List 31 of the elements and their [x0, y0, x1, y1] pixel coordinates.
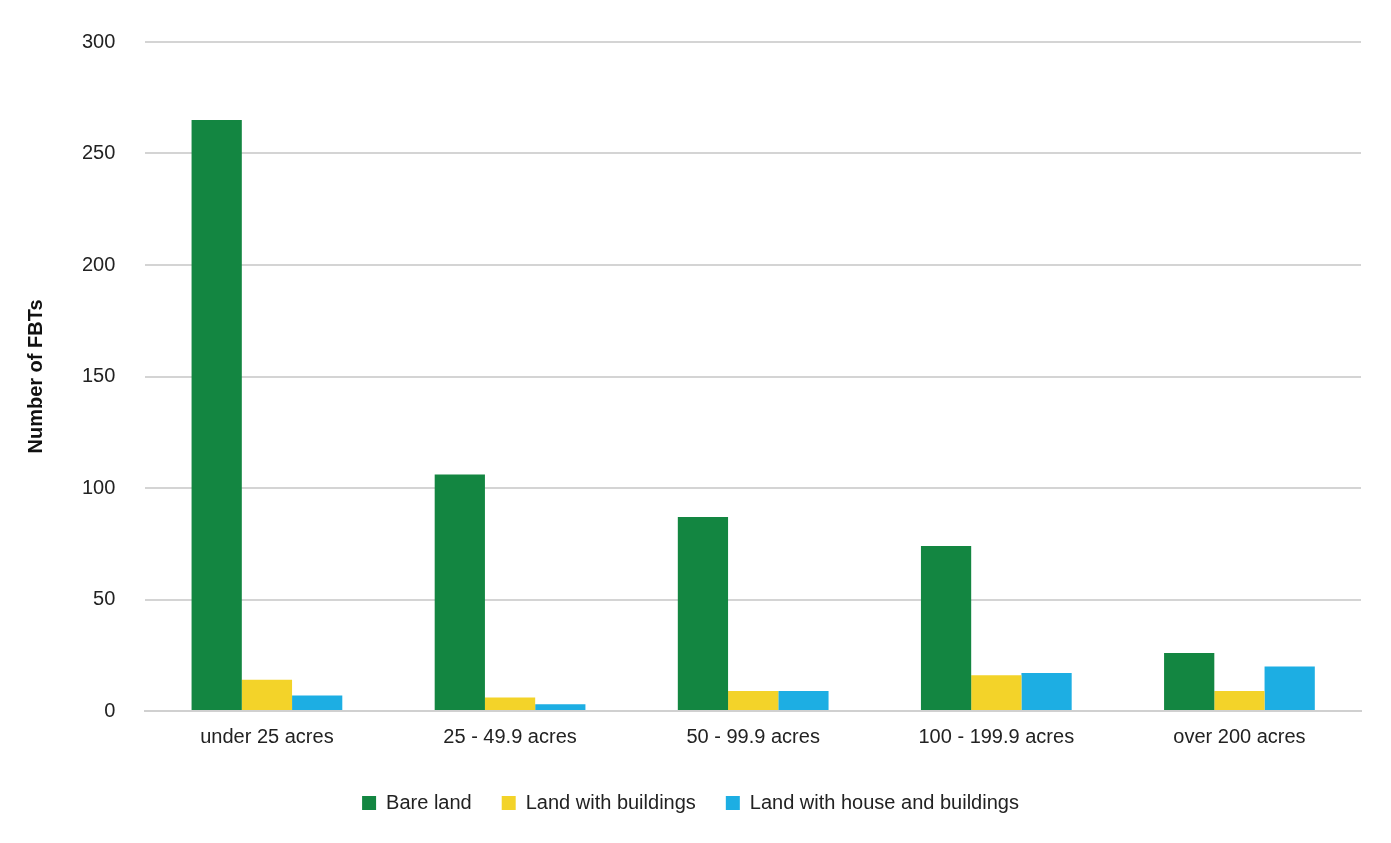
bar [971, 675, 1022, 710]
y-tick-label: 150 [81, 364, 116, 387]
bar [434, 474, 485, 710]
bar [535, 704, 586, 710]
y-tick-label: 100 [81, 475, 116, 498]
bar [292, 695, 343, 710]
bar [1021, 673, 1072, 710]
bar [677, 516, 729, 710]
y-axis-title: Number of FBTs [23, 299, 46, 454]
x-tick-label: 100 - 199.9 acres [918, 724, 1075, 747]
bar [191, 120, 242, 710]
legend-label: Land with buildings [525, 790, 696, 813]
y-tick-label: 50 [93, 587, 116, 610]
y-tick-label: 250 [81, 141, 116, 164]
x-tick-label: over 200 acres [1173, 724, 1306, 747]
bar [241, 679, 293, 710]
bar [484, 697, 536, 710]
bar [778, 690, 829, 710]
x-tick-label: 50 - 99.9 acres [686, 724, 820, 747]
bar [1214, 690, 1265, 710]
x-tick-label: under 25 acres [200, 724, 334, 747]
bar [1264, 666, 1315, 710]
legend-label: Land with house and buildings [749, 790, 1019, 813]
y-tick-label: 200 [81, 252, 116, 275]
bar [920, 545, 972, 710]
bar [1164, 653, 1215, 710]
x-tick-label: 25 - 49.9 acres [443, 724, 577, 747]
legend-label: Bare land [386, 790, 472, 813]
y-tick-label: 300 [81, 29, 116, 52]
bar [728, 690, 779, 710]
y-tick-label: 0 [104, 698, 116, 721]
